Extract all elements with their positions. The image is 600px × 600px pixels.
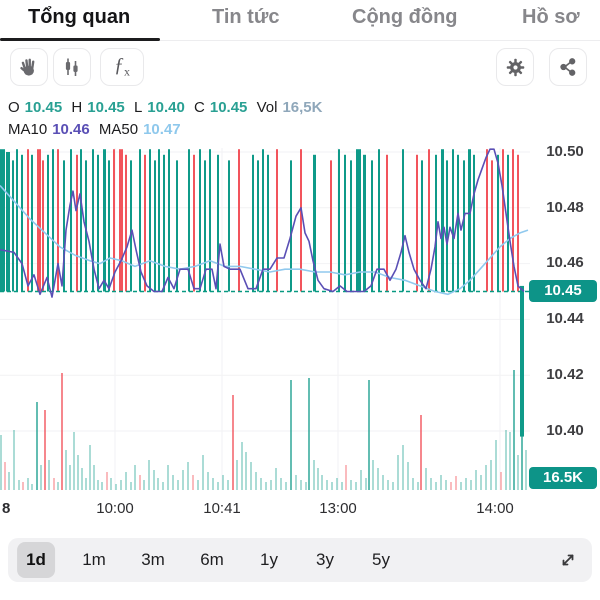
fx-icon: ƒx [114, 54, 130, 79]
pan-tool-button[interactable] [10, 48, 48, 86]
time-axis-label: 13:00 [319, 500, 357, 517]
top-tab-bar: Tổng quan Tin tức Cộng đồng Hồ sơ [0, 0, 600, 41]
price-axis-label: 10.46 [546, 254, 584, 271]
ma50-label: MA50 [98, 121, 139, 138]
high-label: H [71, 99, 83, 116]
chart-settings-button[interactable] [496, 48, 534, 86]
time-axis-label: 10:00 [96, 500, 134, 517]
volume-value: 16,5K [282, 99, 323, 116]
close-label: C [194, 99, 205, 116]
period-1m[interactable]: 1m [82, 550, 106, 569]
period-selector-bar: 1d 1m 3m 6m 1y 3y 5y [8, 538, 592, 582]
period-5y[interactable]: 5y [372, 550, 390, 569]
ohlc-legend: O 10.45 H 10.45 L 10.40 C 10.45 Vol 16,5K [8, 99, 322, 116]
tab-cong-dong[interactable]: Cộng đồng [352, 6, 458, 28]
price-axis-label: 10.44 [546, 310, 584, 327]
period-1d[interactable]: 1d [17, 542, 55, 578]
open-value: 10.45 [24, 99, 63, 116]
active-tab-underline [0, 38, 160, 41]
open-label: O [8, 99, 20, 116]
period-6m[interactable]: 6m [200, 550, 224, 569]
ma50-value: 10.47 [143, 121, 181, 138]
tab-ho-so[interactable]: Hồ sơ [522, 6, 580, 28]
price-axis-label: 10.40 [546, 422, 584, 439]
period-1y[interactable]: 1y [260, 550, 278, 569]
low-label: L [133, 99, 143, 116]
chart-style-button[interactable] [53, 48, 91, 86]
time-axis-label: 10:41 [203, 500, 241, 517]
expand-icon[interactable] [558, 550, 578, 570]
share-button[interactable] [549, 48, 587, 86]
current-volume-badge: 16.5K [529, 467, 597, 489]
price-axis-label: 10.50 [546, 143, 584, 160]
candlestick-icon [65, 58, 78, 76]
current-price-badge: 10.45 [529, 280, 597, 302]
hand-icon [20, 58, 35, 76]
chart-toolbar: ƒx [0, 48, 600, 90]
ma10-label: MA10 [8, 121, 48, 138]
tab-tong-quan[interactable]: Tổng quan [28, 6, 131, 28]
close-value: 10.45 [209, 99, 248, 116]
time-axis-label: 8 [2, 500, 11, 517]
period-3m[interactable]: 3m [141, 550, 165, 569]
time-axis-label: 14:00 [476, 500, 514, 517]
volume-label: Vol [256, 99, 278, 116]
low-value: 10.40 [147, 99, 185, 116]
high-value: 10.45 [87, 99, 125, 116]
indicators-button[interactable]: ƒx [100, 48, 144, 86]
price-axis-label: 10.48 [546, 199, 584, 216]
price-axis-label: 10.42 [546, 366, 584, 383]
period-3y[interactable]: 3y [316, 550, 334, 569]
share-icon [560, 58, 576, 76]
tab-tin-tuc[interactable]: Tin tức [212, 6, 280, 28]
ma-legend: MA10 10.46 MA50 10.47 [8, 121, 181, 138]
price-volume-chart[interactable] [0, 145, 600, 500]
ma10-value: 10.46 [52, 121, 90, 138]
gear-icon [506, 58, 524, 76]
